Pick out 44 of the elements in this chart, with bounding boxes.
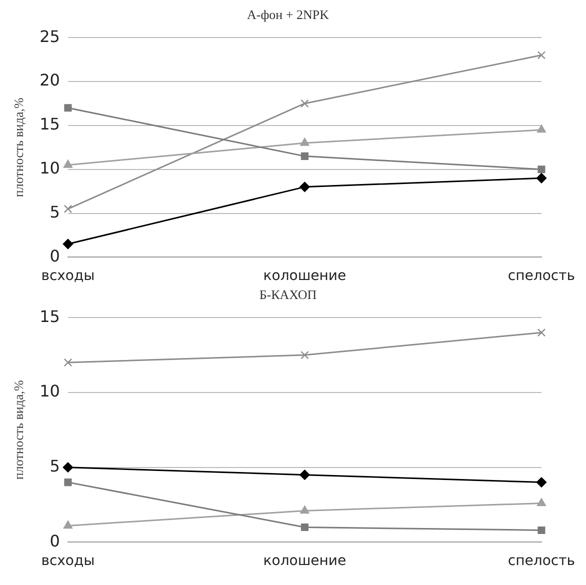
point [537,328,546,337]
point [300,152,308,160]
point [300,182,310,192]
x-tick-label: всходы [41,553,95,570]
point [536,173,547,184]
point [300,350,309,360]
x-tick-label: всходы [41,268,95,284]
y-tick-label: 20 [40,70,60,90]
x-tick-label: колошение [263,553,346,570]
point [300,99,309,108]
x-tick-label: спелость [508,553,576,570]
point [300,523,308,532]
point [64,204,72,214]
point [300,470,310,480]
y-tick-label: 5 [50,202,60,222]
y-tick-label: 0 [50,531,60,550]
y-tick-label: 15 [40,114,60,134]
point [536,498,546,506]
point [300,138,310,146]
y-tick-label: 5 [50,456,60,476]
point [300,506,310,514]
point [64,478,72,486]
point [537,51,546,60]
point [63,160,72,168]
point [64,358,72,367]
point [64,104,72,112]
x-tick-label: колошение [263,268,346,284]
point [536,477,547,488]
point [62,238,74,250]
y-tick-label: 10 [40,382,60,401]
chart-title: А-фон + 2NPK [247,7,330,22]
y-tick-label: 15 [40,306,60,326]
y-tick-label: 25 [40,26,60,46]
y-axis-title: плотность вида,% [11,98,26,198]
point [62,462,74,472]
x-tick-label: спелость [508,268,576,284]
point [63,520,72,529]
y-tick-label: 0 [50,246,60,266]
y-axis-title: плотность вида,% [11,380,26,480]
point [538,526,546,534]
chart-title: Б-КАХОП [259,287,317,302]
point [536,124,546,133]
y-tick-label: 10 [40,158,60,178]
point [538,166,546,174]
